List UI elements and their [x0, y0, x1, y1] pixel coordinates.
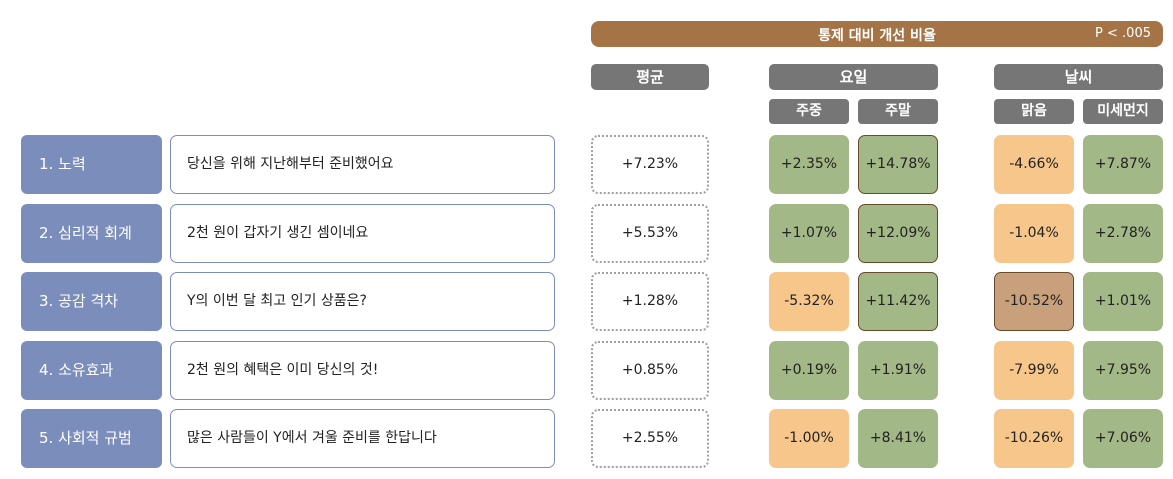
weekday-value: +0.19% — [769, 341, 849, 400]
row-message: 많은 사람들이 Y에서 겨울 준비를 한답니다 — [170, 409, 555, 468]
row-message: 당신을 위해 지난해부터 준비했어요 — [170, 135, 555, 194]
weekend-value: +14.78% — [858, 135, 938, 194]
clear-value: -7.99% — [994, 341, 1074, 400]
row-message: 2천 원이 갑자기 생긴 셈이네요 — [170, 204, 555, 263]
average-value: +5.53% — [591, 204, 709, 263]
weekday-value: -1.00% — [769, 409, 849, 468]
row-label: 4. 소유효과 — [21, 341, 162, 400]
row-label: 2. 심리적 회계 — [21, 204, 162, 263]
dust-value: +1.01% — [1083, 272, 1163, 331]
weekday-value: -5.32% — [769, 272, 849, 331]
weekend-value: +12.09% — [858, 204, 938, 263]
weekend-header: 주말 — [858, 99, 938, 124]
clear-value: -1.04% — [994, 204, 1074, 263]
dust-value: +7.87% — [1083, 135, 1163, 194]
average-value: +0.85% — [591, 341, 709, 400]
average-value: +1.28% — [591, 272, 709, 331]
clear-weather-header: 맑음 — [994, 99, 1074, 124]
row-message: Y의 이번 달 최고 인기 상품은? — [170, 272, 555, 331]
average-header: 평균 — [591, 64, 709, 90]
row-label: 5. 사회적 규범 — [21, 409, 162, 468]
weekend-value: +8.41% — [858, 409, 938, 468]
weekend-value: +1.91% — [858, 341, 938, 400]
weather-header: 날씨 — [994, 64, 1163, 90]
p-value-label: P < .005 — [1095, 26, 1151, 41]
row-label: 1. 노력 — [21, 135, 162, 194]
clear-value: -4.66% — [994, 135, 1074, 194]
dust-value: +7.95% — [1083, 341, 1163, 400]
day-of-week-header: 요일 — [769, 64, 938, 90]
dust-value: +2.78% — [1083, 204, 1163, 263]
average-value: +7.23% — [591, 135, 709, 194]
row-label: 3. 공감 격차 — [21, 272, 162, 331]
improvement-rate-banner: 통제 대비 개선 비율 P < .005 — [591, 21, 1163, 47]
row-message: 2천 원의 혜택은 이미 당신의 것! — [170, 341, 555, 400]
clear-value: -10.52% — [994, 272, 1074, 331]
dust-value: +7.06% — [1083, 409, 1163, 468]
average-value: +2.55% — [591, 409, 709, 468]
clear-value: -10.26% — [994, 409, 1074, 468]
weekday-value: +1.07% — [769, 204, 849, 263]
banner-title: 통제 대비 개선 비율 — [818, 28, 936, 44]
weekend-value: +11.42% — [858, 272, 938, 331]
fine-dust-header: 미세먼지 — [1083, 99, 1163, 124]
weekday-value: +2.35% — [769, 135, 849, 194]
weekday-header: 주중 — [769, 99, 849, 124]
